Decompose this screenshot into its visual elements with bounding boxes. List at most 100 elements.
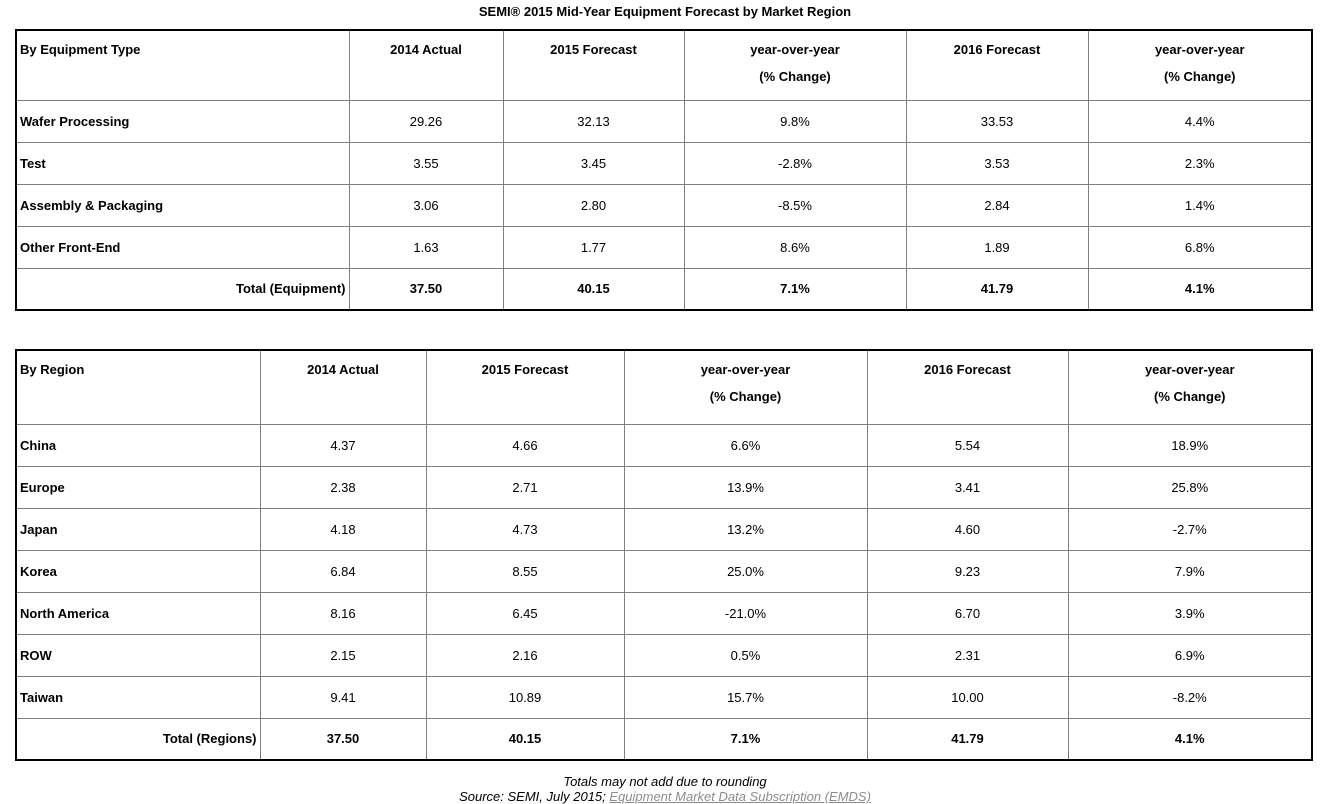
value-cell: 8.16 — [259, 591, 427, 635]
row-label: Total (Regions) — [15, 717, 261, 761]
column-header-2015-forecast: 2015 Forecast — [425, 349, 625, 425]
row-label: Japan — [15, 507, 261, 551]
value-cell: 2.3% — [1087, 141, 1313, 185]
value-cell: 3.9% — [1067, 591, 1313, 635]
value-cell: 37.50 — [259, 717, 427, 761]
table-row: Assembly & Packaging 3.06 2.80 -8.5% 2.84 1.4… — [15, 183, 1313, 227]
pct-change-label: (% Change) — [709, 389, 782, 404]
value-cell: 6.8% — [1087, 225, 1313, 269]
page-title: SEMI® 2015 Mid-Year Equipment Forecast b… — [478, 4, 852, 19]
value-cell: 9.8% — [683, 99, 907, 143]
emds-link[interactable]: Equipment Market Data Subscription (EMDS… — [609, 789, 871, 804]
value-cell: 1.4% — [1087, 183, 1313, 227]
pct-change-label: (% Change) — [1154, 389, 1226, 404]
total-row: Total (Regions) 37.50 40.15 7.1% 41.79 4.1% — [15, 717, 1313, 761]
column-header-2014-actual: 2014 Actual — [348, 29, 504, 101]
equipment-forecast-table: By Equipment Type 2014 Actual 2015 Forec… — [15, 29, 1313, 311]
value-cell: 2.80 — [502, 183, 685, 227]
value-cell: 6.9% — [1067, 633, 1313, 677]
table-row: Taiwan 9.41 10.89 15.7% 10.00 -8.2% — [15, 675, 1313, 719]
value-cell: 4.1% — [1067, 717, 1313, 761]
row-label: Korea — [15, 549, 261, 593]
value-cell: 9.23 — [866, 549, 1069, 593]
value-cell: 37.50 — [348, 267, 504, 311]
yoy-label: year-over-year — [750, 42, 840, 57]
value-cell: 6.45 — [425, 591, 625, 635]
value-cell: 4.18 — [259, 507, 427, 551]
value-cell: 2.31 — [866, 633, 1069, 677]
source-text: Source: SEMI, July 2015; — [459, 789, 610, 804]
column-header-2016-forecast: 2016 Forecast — [866, 349, 1069, 425]
table-row: Europe 2.38 2.71 13.9% 3.41 25.8% — [15, 465, 1313, 509]
row-label: Wafer Processing — [15, 99, 350, 143]
total-row: Total (Equipment) 37.50 40.15 7.1% 41.79 4.1% — [15, 267, 1313, 311]
value-cell: 25.0% — [623, 549, 868, 593]
row-label: Taiwan — [15, 675, 261, 719]
value-cell: 2.38 — [259, 465, 427, 509]
value-cell: 2.16 — [425, 633, 625, 677]
value-cell: 7.1% — [683, 267, 907, 311]
equipment-table-header-row: By Equipment Type 2014 Actual 2015 Forec… — [15, 29, 1313, 101]
value-cell: 4.60 — [866, 507, 1069, 551]
table-row: Test 3.55 3.45 -2.8% 3.53 2.3% — [15, 141, 1313, 185]
table-row: Other Front-End 1.63 1.77 8.6% 1.89 6.8% — [15, 225, 1313, 269]
column-header-2014-actual: 2014 Actual — [259, 349, 427, 425]
value-cell: 6.6% — [623, 423, 868, 467]
value-cell: 7.1% — [623, 717, 868, 761]
pct-change-label: (% Change) — [1164, 69, 1236, 84]
region-table-header-row: By Region 2014 Actual 2015 Forecast year… — [15, 349, 1313, 425]
value-cell: -8.2% — [1067, 675, 1313, 719]
value-cell: 3.41 — [866, 465, 1069, 509]
column-header-2016-forecast: 2016 Forecast — [905, 29, 1089, 101]
value-cell: 2.15 — [259, 633, 427, 677]
value-cell: -21.0% — [623, 591, 868, 635]
value-cell: 41.79 — [866, 717, 1069, 761]
yoy-label: year-over-year — [700, 362, 791, 377]
table-row: Japan 4.18 4.73 13.2% 4.60 -2.7% — [15, 507, 1313, 551]
value-cell: 3.06 — [348, 183, 504, 227]
value-cell: 2.71 — [425, 465, 625, 509]
pct-change-label: (% Change) — [759, 69, 831, 84]
table-row: China 4.37 4.66 6.6% 5.54 18.9% — [15, 423, 1313, 467]
column-header-region: By Region — [15, 349, 261, 425]
value-cell: 1.89 — [905, 225, 1089, 269]
value-cell: 4.1% — [1087, 267, 1313, 311]
value-cell: 10.89 — [425, 675, 625, 719]
value-cell: 29.26 — [348, 99, 504, 143]
row-label: ROW — [15, 633, 261, 677]
value-cell: 41.79 — [905, 267, 1089, 311]
value-cell: -8.5% — [683, 183, 907, 227]
value-cell: 6.70 — [866, 591, 1069, 635]
value-cell: 9.41 — [259, 675, 427, 719]
row-label: Europe — [15, 465, 261, 509]
value-cell: 4.66 — [425, 423, 625, 467]
value-cell: 6.84 — [259, 549, 427, 593]
value-cell: 3.53 — [905, 141, 1089, 185]
value-cell: 25.8% — [1067, 465, 1313, 509]
value-cell: 10.00 — [866, 675, 1069, 719]
row-label: Total (Equipment) — [15, 267, 350, 311]
value-cell: 15.7% — [623, 675, 868, 719]
rounding-footnote: Totals may not add due to rounding — [563, 774, 767, 789]
table-row: Korea 6.84 8.55 25.0% 9.23 7.9% — [15, 549, 1313, 593]
yoy-label: year-over-year — [1154, 42, 1245, 57]
value-cell: 32.13 — [502, 99, 685, 143]
value-cell: 13.2% — [623, 507, 868, 551]
value-cell: -2.7% — [1067, 507, 1313, 551]
column-header-yoy-2015: year-over-year (% Change) — [623, 349, 868, 425]
yoy-label: year-over-year — [1144, 362, 1235, 377]
region-forecast-table: By Region 2014 Actual 2015 Forecast year… — [15, 349, 1313, 761]
value-cell: 5.54 — [866, 423, 1069, 467]
value-cell: 4.37 — [259, 423, 427, 467]
source-line: Source: SEMI, July 2015; Equipment Marke… — [0, 789, 1330, 804]
value-cell: 3.55 — [348, 141, 504, 185]
column-header-yoy-2016: year-over-year (% Change) — [1067, 349, 1313, 425]
value-cell: 40.15 — [425, 717, 625, 761]
value-cell: 0.5% — [623, 633, 868, 677]
table-row: Wafer Processing 29.26 32.13 9.8% 33.53 4.4% — [15, 99, 1313, 143]
table-row: North America 8.16 6.45 -21.0% 6.70 3.9% — [15, 591, 1313, 635]
value-cell: 4.4% — [1087, 99, 1313, 143]
value-cell: 13.9% — [623, 465, 868, 509]
row-label: North America — [15, 591, 261, 635]
value-cell: 2.84 — [905, 183, 1089, 227]
